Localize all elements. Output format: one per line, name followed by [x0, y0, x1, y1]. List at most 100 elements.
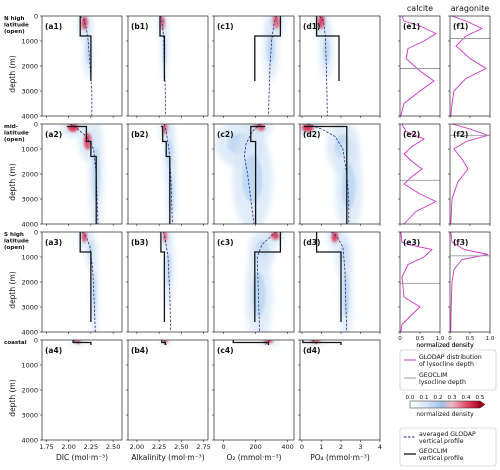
x-tick-label: 0 — [448, 336, 452, 342]
density-mid — [85, 37, 91, 65]
panel-label-c2: (c2) — [217, 130, 234, 139]
x-tick-label: 2.25 — [84, 443, 98, 451]
density-core — [67, 124, 79, 132]
panel-label-d4: (d4) — [303, 346, 320, 355]
panel-a3: (a3) 0 1000 2000 3000 4000 — [21, 229, 123, 337]
panel-d2: (d2) — [298, 123, 381, 226]
plot-background — [450, 232, 490, 332]
x-axis-label: PO₄ (mmol·m⁻³) — [310, 453, 370, 462]
panel-a2: (a2) 0 1000 2000 3000 4000 — [21, 121, 123, 229]
y-tick-label: 3000 — [21, 304, 38, 312]
glodap-lysocline-distribution — [450, 123, 490, 225]
row-label-line: N high — [4, 16, 25, 22]
y-tick-label: 1000 — [21, 146, 38, 154]
legend-entry-text: GLODAP distribution — [419, 354, 482, 361]
depth-axis-label: depth (m) — [8, 271, 17, 308]
panel-f2: (f2) — [448, 123, 491, 226]
glodap-profile-line — [163, 231, 172, 333]
density-mid — [342, 272, 350, 317]
panel-label-d1: (d1) — [303, 22, 320, 31]
panel-b4: (b4) 2.00 2.25 2.50 2.75 Alkalinity (mol·m⁻³) — [126, 339, 211, 462]
y-tick-label: 3000 — [21, 196, 38, 204]
column-header-aragonite: aragonite — [451, 4, 489, 13]
panel-label-c1: (c1) — [217, 22, 234, 31]
x-axis-label: Alkalinity (mol·m⁻³) — [131, 453, 204, 462]
x-tick-label: 2.00 — [130, 443, 144, 451]
colorbar-tick-label: 0.4 — [462, 395, 471, 401]
panel-label-d3: (d3) — [303, 238, 320, 247]
row-label-line: latitude — [4, 239, 29, 245]
column-headers: calcite aragonite — [407, 4, 489, 13]
panel-label-a3: (a3) — [45, 238, 62, 247]
colorbar-tick-label: 0.2 — [434, 395, 443, 401]
panel-label-e1: (e1) — [403, 22, 420, 31]
glodap-lysocline-distribution — [450, 231, 489, 333]
colorbar: 0.0 0.1 0.2 0.3 0.4 0.5 normalized density — [406, 395, 486, 418]
geoclim-profile-line — [254, 232, 282, 322]
row-label-line: latitude — [4, 131, 29, 137]
x-tick-label: 2.25 — [152, 443, 166, 451]
geoclim-profile-line — [302, 340, 342, 345]
legend-entry-text: GEOCLIM — [419, 448, 448, 455]
plot-background — [400, 124, 440, 224]
legend-entry-text: GEOCLIM — [419, 372, 448, 379]
x-tick-label: 0 — [222, 443, 226, 451]
panel-label-e3: (e3) — [403, 238, 420, 247]
row-label-line: (open) — [4, 137, 25, 143]
legend-entry-text: averaged GLODAP — [419, 431, 476, 438]
x-tick-label: 0 — [398, 336, 402, 342]
legend-box — [399, 427, 497, 467]
geoclim-profile-line — [303, 125, 348, 224]
density-axis-label: normalized density — [416, 342, 474, 349]
y-tick-label: 2000 — [21, 171, 38, 179]
legend-entry-text: lysocline depth — [419, 379, 466, 386]
panel-c2: (c2) — [212, 123, 295, 226]
panel-e1: (e1) — [398, 15, 441, 118]
colorbar-tick-label: 0.1 — [420, 395, 429, 401]
panel-e2: (e2) — [398, 123, 441, 226]
panel-b1: (b1) — [126, 15, 209, 118]
geoclim-profile-line — [160, 232, 166, 322]
row-label-line: (open) — [4, 29, 25, 35]
plot-background — [450, 124, 490, 224]
geoclim-profile-line — [79, 232, 92, 322]
y-tick-label: 3000 — [21, 412, 38, 420]
row-label-line: S high — [4, 232, 24, 238]
density-heatmap — [214, 124, 273, 224]
glodap-profile-line — [243, 123, 261, 225]
glodap-lysocline-distribution — [450, 15, 487, 117]
geoclim-profile-line — [315, 232, 342, 322]
row-label-line: latitude — [4, 23, 29, 29]
glodap-profile-line — [160, 15, 166, 116]
panel-b3: (b3) — [126, 231, 209, 334]
legend-entry-text: vertical profile — [419, 455, 464, 462]
x-axis-label: O₂ (mmol·m⁻³) — [226, 453, 281, 462]
x-tick-label: 0.5 — [416, 336, 425, 342]
colorbar-extend-arrow — [479, 400, 486, 409]
geoclim-profile-line — [161, 340, 166, 345]
panel-label-c4: (c4) — [217, 346, 234, 355]
panel-label-f3: (f3) — [453, 238, 468, 247]
y-tick-label: 4000 — [21, 437, 38, 445]
row-label-line: (open) — [4, 245, 25, 251]
plot-background — [300, 16, 380, 116]
colorbar-tick-label: 0.0 — [406, 395, 415, 401]
x-axis-label: DIC (mol·m⁻³) — [56, 453, 108, 462]
panel-f1: (f1) — [448, 15, 491, 118]
panel-label-e2: (e2) — [403, 130, 420, 139]
panel-label-a4: (a4) — [45, 346, 62, 355]
geoclim-profile-line — [160, 125, 171, 224]
x-tick-label: 2 — [339, 443, 343, 451]
panel-label-a2: (a2) — [45, 130, 62, 139]
density-axis-label: normalized density — [416, 342, 474, 349]
legend-entry-text: vertical profile — [419, 438, 464, 445]
depth-axis-label: depth (m) — [8, 55, 17, 92]
plot-background — [400, 16, 440, 116]
y-tick-label: 1000 — [21, 38, 38, 46]
